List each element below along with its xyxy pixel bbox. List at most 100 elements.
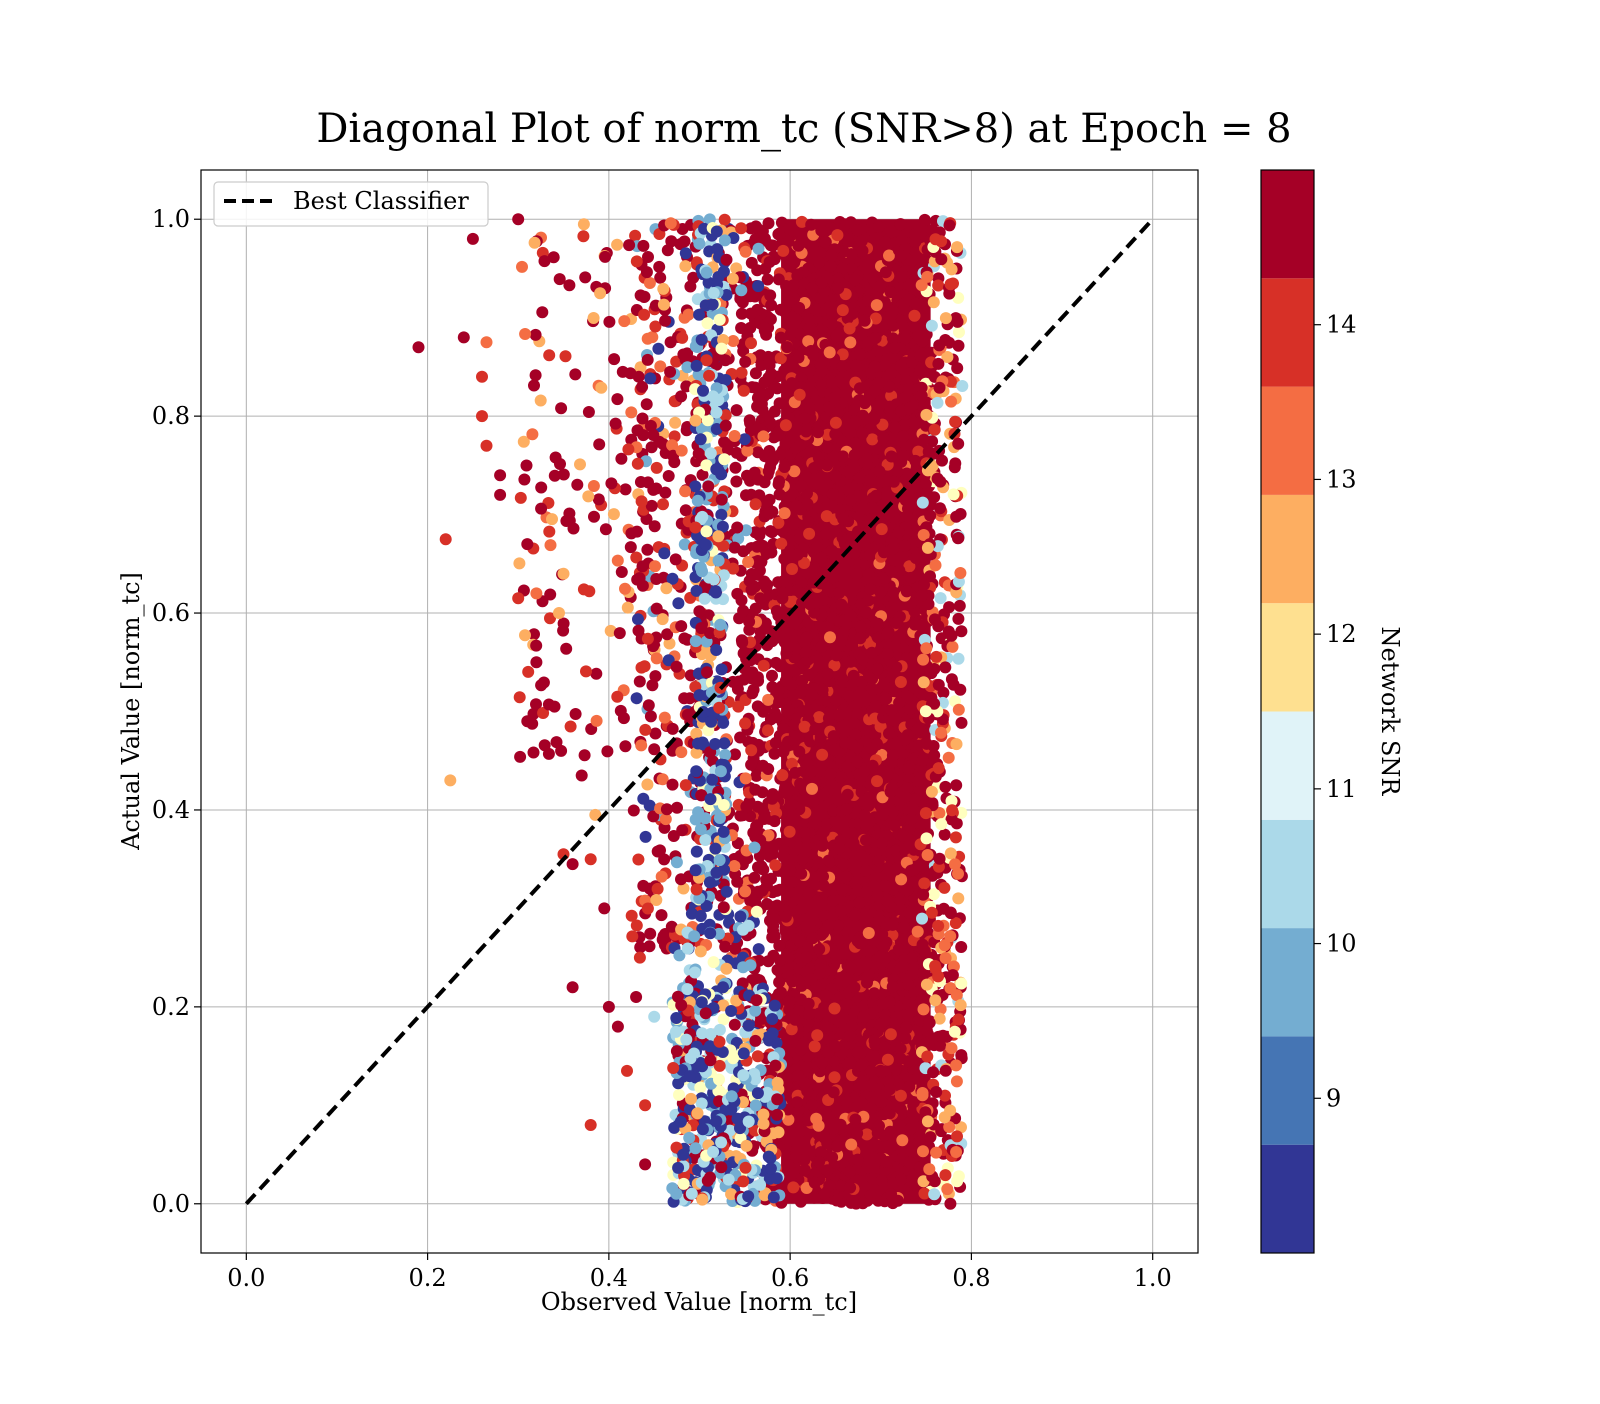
scatter-point <box>821 459 834 472</box>
scatter-point <box>684 1052 697 1065</box>
scatter-point <box>694 945 707 958</box>
scatter-point <box>781 341 794 354</box>
scatter-point <box>633 951 646 964</box>
scatter-point <box>695 1097 708 1110</box>
scatter-point <box>868 413 881 426</box>
scatter-point <box>837 858 850 871</box>
scatter-point <box>849 437 862 450</box>
scatter-point <box>866 683 879 696</box>
scatter-point <box>599 523 612 536</box>
scatter-point <box>675 999 688 1012</box>
scatter-point <box>732 532 745 545</box>
scatter-point <box>830 694 843 707</box>
scatter-point <box>903 1080 916 1093</box>
scatter-point <box>917 967 930 980</box>
scatter-point <box>713 1059 726 1072</box>
scatter-point <box>771 963 784 976</box>
scatter-point <box>894 1174 907 1187</box>
scatter-point <box>911 925 924 938</box>
scatter-point <box>632 853 645 866</box>
scatter-point <box>951 1175 964 1188</box>
scatter-point <box>657 298 670 311</box>
x-tick-label: 0.8 <box>952 1264 990 1292</box>
scatter-point <box>903 484 916 496</box>
scatter-point <box>700 459 713 472</box>
scatter-point <box>950 1146 963 1158</box>
scatter-point <box>727 335 740 347</box>
scatter-point <box>876 1065 889 1078</box>
scatter-point <box>883 400 896 413</box>
scatter-point <box>674 1115 687 1128</box>
legend-box <box>213 181 489 227</box>
scatter-point <box>907 1096 920 1109</box>
scatter-point <box>696 1060 709 1073</box>
scatter-point <box>900 510 913 523</box>
scatter-point <box>950 510 963 523</box>
scatter-point <box>804 598 817 611</box>
scatter-point <box>577 230 590 243</box>
scatter-point <box>663 637 676 650</box>
scatter-point <box>795 867 808 880</box>
scatter-point <box>793 745 806 758</box>
scatter-point <box>734 910 747 923</box>
scatter-point <box>588 510 600 523</box>
scatter-point <box>619 582 631 595</box>
scatter-point <box>629 229 642 242</box>
scatter-point <box>820 510 833 523</box>
scatter-point <box>740 800 753 813</box>
scatter-point <box>879 236 892 249</box>
scatter-point <box>752 242 765 255</box>
scatter-point <box>872 854 885 867</box>
scatter-point <box>555 402 568 415</box>
scatter-point <box>944 1104 957 1117</box>
scatter-point <box>587 312 600 324</box>
scatter-point <box>883 727 895 740</box>
scatter-point <box>822 1021 835 1034</box>
scatter-point <box>640 266 653 279</box>
scatter-point <box>844 655 857 668</box>
scatter-point <box>878 546 890 559</box>
scatter-point <box>761 273 774 286</box>
scatter-point <box>602 1000 615 1013</box>
scatter-point <box>566 858 579 871</box>
scatter-point <box>896 318 908 331</box>
scatter-point <box>929 233 942 246</box>
scatter-point <box>725 1188 738 1201</box>
scatter-point <box>557 567 570 580</box>
scatter-point <box>605 477 618 490</box>
scatter-point <box>932 620 945 633</box>
scatter-point <box>808 563 821 576</box>
scatter-point <box>808 1191 821 1204</box>
scatter-point <box>937 1029 949 1042</box>
scatter-point <box>925 785 938 798</box>
scatter-point <box>650 894 663 906</box>
scatter-point <box>798 1164 811 1176</box>
scatter-point <box>827 488 840 501</box>
scatter-point <box>782 235 795 248</box>
scatter-point <box>535 502 548 515</box>
scatter-point <box>909 297 922 310</box>
scatter-point <box>946 804 959 817</box>
scatter-point <box>832 406 845 419</box>
scatter-point <box>901 884 914 896</box>
scatter-point <box>513 557 526 570</box>
scatter-point <box>768 747 781 760</box>
scatter-point <box>699 834 712 846</box>
scatter-point <box>833 709 846 722</box>
scatter-point <box>693 237 706 250</box>
scatter-point <box>948 461 961 474</box>
scatter-point <box>757 759 769 772</box>
scatter-point <box>598 902 611 915</box>
scatter-point <box>792 239 805 252</box>
scatter-point <box>784 876 797 889</box>
scatter-point <box>891 465 904 478</box>
scatter-point <box>800 425 813 438</box>
scatter-point <box>777 722 790 735</box>
scatter-point <box>889 640 902 652</box>
scatter-point <box>654 271 667 284</box>
scatter-point <box>828 391 841 404</box>
scatter-point <box>704 1171 716 1184</box>
scatter-point <box>719 419 732 432</box>
scatter-point <box>736 296 749 309</box>
scatter-point <box>619 483 632 496</box>
